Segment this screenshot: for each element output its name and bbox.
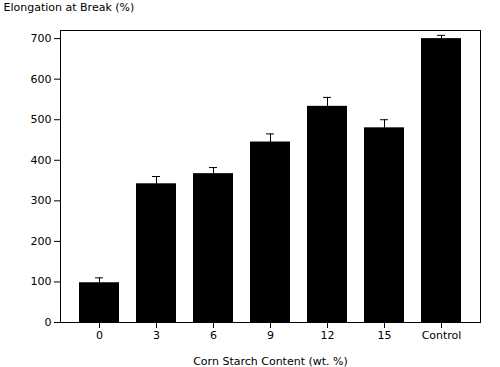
svg-text:15: 15 [378,329,392,342]
svg-text:0: 0 [96,329,103,342]
svg-text:500: 500 [31,113,52,126]
svg-text:300: 300 [31,194,52,207]
svg-text:700: 700 [31,32,52,45]
svg-text:Control: Control [422,329,462,342]
svg-text:9: 9 [267,329,274,342]
svg-text:Elongation at Break (%): Elongation at Break (%) [4,1,135,14]
svg-text:100: 100 [31,275,52,288]
svg-text:Corn Starch Content (wt. %): Corn Starch Content (wt. %) [193,355,348,367]
svg-text:6: 6 [210,329,217,342]
svg-text:200: 200 [31,235,52,248]
svg-text:600: 600 [31,73,52,86]
svg-text:0: 0 [45,316,52,329]
svg-text:3: 3 [153,329,160,342]
svg-text:400: 400 [31,154,52,167]
svg-text:12: 12 [321,329,335,342]
